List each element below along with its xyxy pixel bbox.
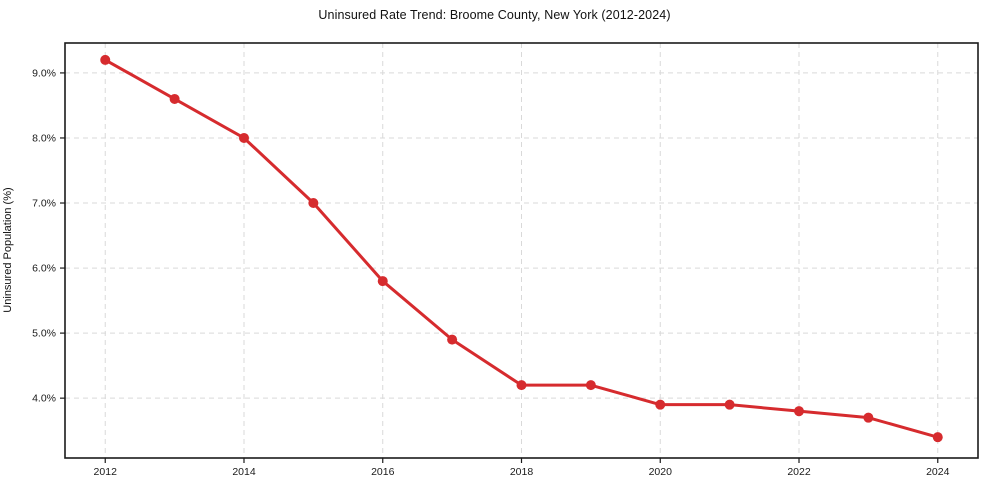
y-tick-label: 9.0%: [32, 67, 56, 79]
x-tick-label: 2012: [94, 466, 118, 478]
x-tick-label: 2016: [371, 466, 395, 478]
data-point-2023: [863, 412, 874, 423]
y-tick-label: 4.0%: [32, 393, 56, 405]
x-tick-label: 2018: [510, 466, 534, 478]
data-point-2014: [238, 132, 249, 143]
x-tick-label: 2014: [232, 466, 256, 478]
y-tick-label: 5.0%: [32, 328, 56, 340]
y-tick-label: 8.0%: [32, 132, 56, 144]
data-point-2022: [794, 406, 805, 417]
data-point-2020: [655, 399, 666, 410]
data-point-2024: [932, 432, 943, 443]
x-tick-label: 2024: [926, 466, 950, 478]
y-tick-label: 6.0%: [32, 263, 56, 275]
data-point-2015: [308, 198, 319, 209]
data-point-2012: [100, 54, 111, 65]
data-point-2019: [585, 380, 596, 391]
x-tick-label: 2022: [787, 466, 811, 478]
data-point-2017: [447, 334, 458, 345]
y-axis-label: Uninsured Population (%): [2, 187, 14, 313]
data-point-2021: [724, 399, 735, 410]
x-tick-label: 2020: [649, 466, 673, 478]
data-point-2016: [377, 276, 388, 287]
chart-title: Uninsured Rate Trend: Broome County, New…: [318, 8, 671, 22]
data-point-2013: [169, 93, 180, 104]
data-point-2018: [516, 380, 527, 391]
y-tick-label: 7.0%: [32, 198, 56, 210]
